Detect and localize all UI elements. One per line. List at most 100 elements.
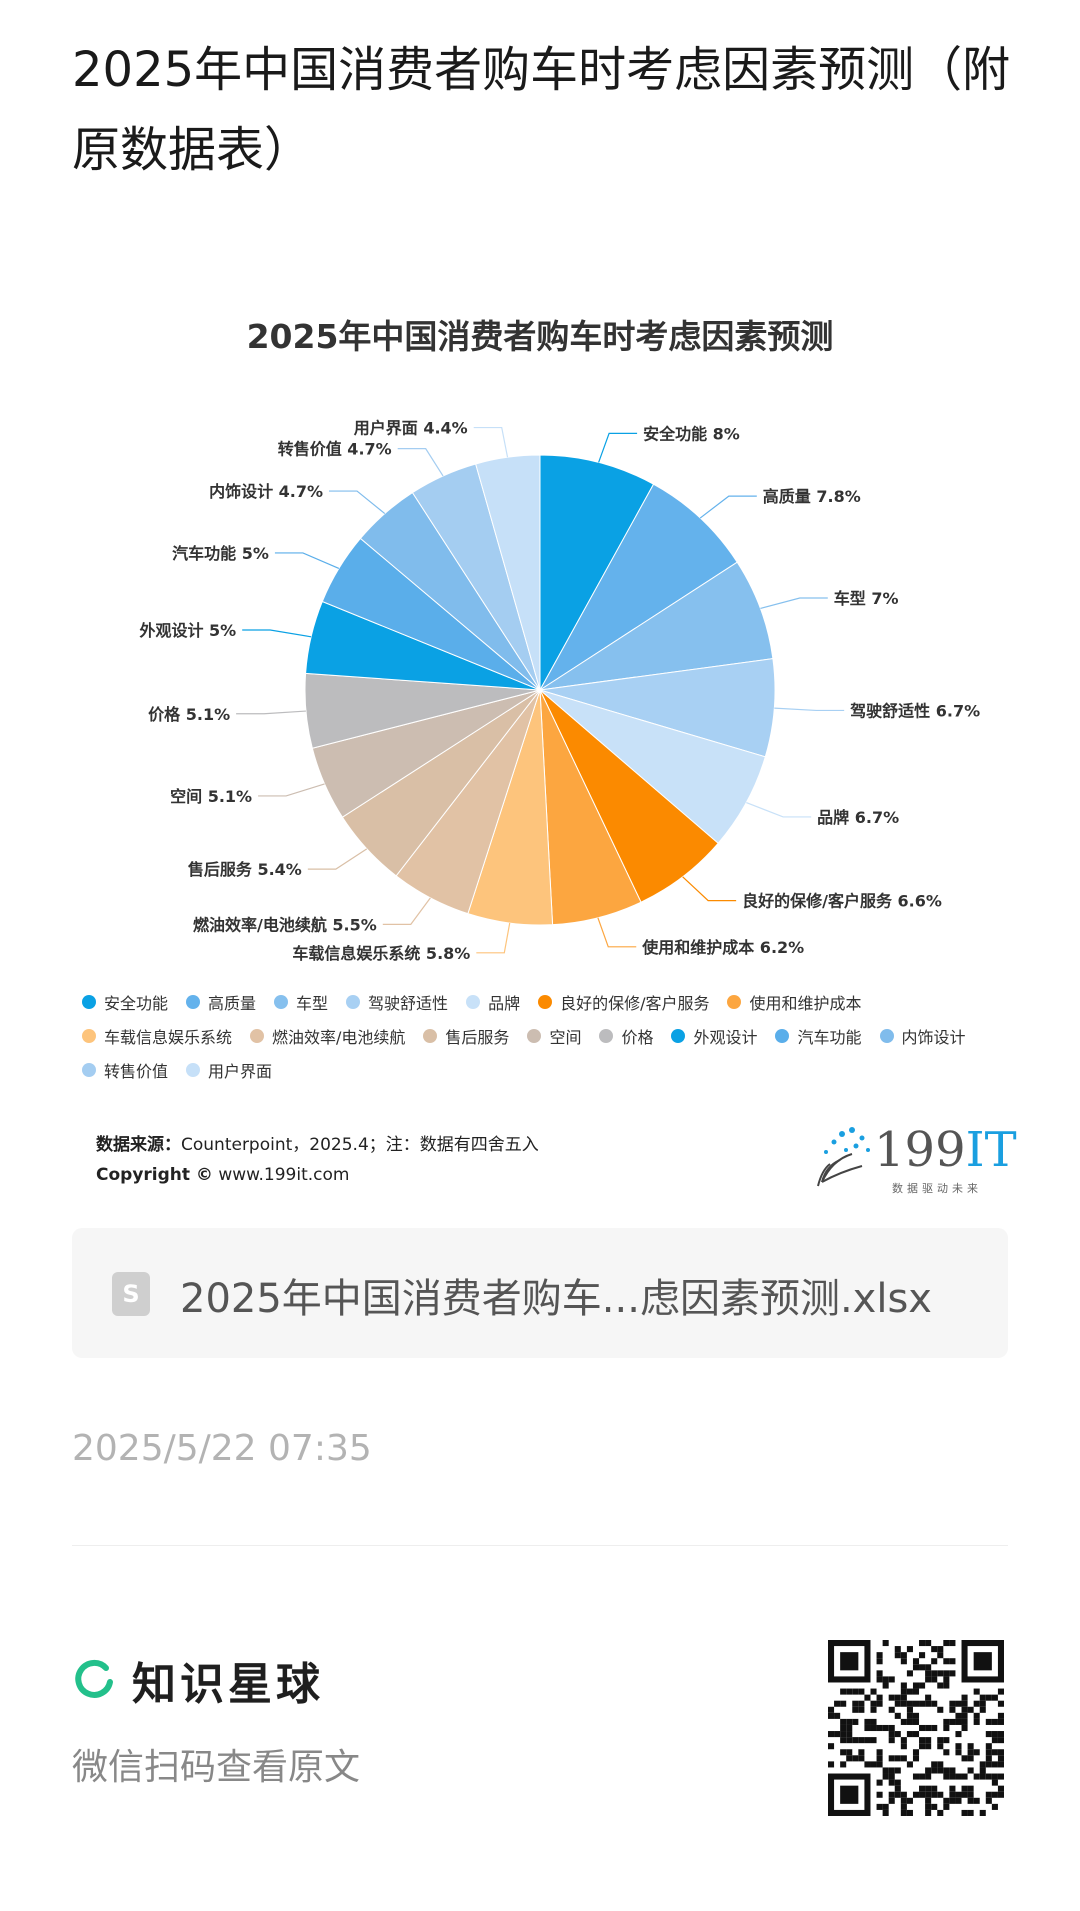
legend-item-8: 燃油效率/电池续航 xyxy=(250,1024,405,1048)
leader-line-16 xyxy=(473,426,509,458)
legend-label: 内饰设计 xyxy=(901,1028,966,1047)
legend-item-3: 驾驶舒适性 xyxy=(346,990,448,1014)
legend-label: 空间 xyxy=(549,1028,582,1047)
slice-label-13: 汽车功能 5% xyxy=(172,544,269,563)
copyright-text: www.199it.com xyxy=(218,1165,350,1185)
slice-label-10: 空间 5.1% xyxy=(170,787,252,806)
legend-label: 驾驶舒适性 xyxy=(368,994,449,1013)
legend-item-7: 车载信息娱乐系统 xyxy=(82,1024,232,1048)
leader-line-10 xyxy=(258,783,325,797)
legend-swatch xyxy=(274,995,289,1009)
source-text: Counterpoint，2025.4；注：数据有四舍五入 xyxy=(181,1135,539,1155)
leader-line-7 xyxy=(476,922,511,954)
legend-item-16: 用户界面 xyxy=(186,1058,272,1082)
legend-swatch xyxy=(775,1029,790,1043)
scan-hint: 微信扫码查看原文 xyxy=(72,1747,361,1788)
qr-code[interactable] xyxy=(828,1640,1004,1816)
legend-swatch xyxy=(186,1063,201,1077)
planet-logo-icon xyxy=(75,1659,113,1698)
legend-swatch xyxy=(82,1029,96,1043)
leader-line-2 xyxy=(760,597,828,610)
legend-item-14: 内饰设计 xyxy=(879,1024,966,1048)
legend-item-13: 汽车功能 xyxy=(775,1024,862,1048)
leader-line-9 xyxy=(307,848,368,870)
legend-swatch xyxy=(82,995,96,1009)
leader-line-0 xyxy=(598,432,638,463)
leader-line-13 xyxy=(274,552,340,570)
legend-label: 转售价值 xyxy=(104,1062,169,1081)
chart-image: 2025年中国消费者购车时考虑因素预测 安全功能 8% 高质量 7.8% 车型 7%… xyxy=(72,270,1017,1210)
slice-label-14: 内饰设计 4.7% xyxy=(209,482,323,501)
legend-item-1: 高质量 xyxy=(186,990,256,1014)
dandelion-icon xyxy=(817,1127,870,1187)
slice-label-5: 良好的保修/客户服务 6.6% xyxy=(742,892,942,911)
legend-swatch xyxy=(538,995,553,1009)
slice-label-11: 价格 5.1% xyxy=(148,705,230,724)
knowledge-planet-brand: 知识星球 xyxy=(72,1648,324,1712)
legend-label: 良好的保修/客户服务 xyxy=(560,994,710,1013)
slice-label-15: 转售价值 4.7% xyxy=(278,440,392,459)
slice-label-12: 外观设计 5% xyxy=(138,621,236,640)
chart-title: 2025年中国消费者购车时考虑因素预测 xyxy=(246,317,834,356)
legend-label: 品牌 xyxy=(488,994,521,1013)
legend-label: 燃油效率/电池续航 xyxy=(272,1028,406,1047)
source-label: 数据来源： xyxy=(96,1135,181,1155)
brand-tagline: 数据驱动未来 xyxy=(892,1182,982,1195)
leader-line-4 xyxy=(746,801,812,818)
legend-item-10: 空间 xyxy=(527,1024,581,1048)
brand-logo: 199IT 数据驱动未来 xyxy=(812,1120,1017,1200)
legend-label: 车载信息娱乐系统 xyxy=(104,1028,233,1047)
leader-line-5 xyxy=(682,876,737,902)
legend-label: 用户界面 xyxy=(208,1062,273,1081)
legend-swatch xyxy=(423,1029,438,1043)
leader-line-6 xyxy=(597,917,637,948)
chart-source: 数据来源：Counterpoint，2025.4；注：数据有四舍五入 Copyr… xyxy=(96,1130,539,1190)
legend-item-15: 转售价值 xyxy=(82,1058,168,1082)
legend-label: 售后服务 xyxy=(445,1028,510,1047)
slice-label-1: 高质量 7.8% xyxy=(763,487,861,506)
legend-label: 高质量 xyxy=(208,994,257,1013)
legend-item-6: 使用和维护成本 xyxy=(727,990,862,1014)
planet-name: 知识星球 xyxy=(132,1659,324,1710)
slice-label-9: 售后服务 5.4% xyxy=(188,860,302,879)
attachment-file-card[interactable]: S 2025年中国消费者购车...虑因素预测.xlsx xyxy=(72,1228,1008,1358)
legend-swatch xyxy=(527,1029,542,1043)
file-name: 2025年中国消费者购车...虑因素预测.xlsx xyxy=(180,1276,932,1322)
slice-label-6: 使用和维护成本 6.2% xyxy=(641,938,804,957)
leader-line-3 xyxy=(774,707,845,712)
post-timestamp: 2025/5/22 07:35 xyxy=(72,1428,372,1469)
legend-label: 安全功能 xyxy=(104,994,169,1013)
legend-item-2: 车型 xyxy=(274,990,328,1014)
divider xyxy=(72,1545,1008,1546)
slice-label-8: 燃油效率/电池续航 5.5% xyxy=(193,915,377,934)
legend-swatch xyxy=(727,995,742,1009)
legend-swatch xyxy=(879,1029,894,1043)
leader-line-11 xyxy=(236,710,306,715)
slice-label-0: 安全功能 8% xyxy=(643,424,740,443)
legend-swatch xyxy=(599,1029,614,1043)
legend-swatch xyxy=(250,1029,265,1043)
leader-line-12 xyxy=(242,629,312,638)
slice-label-3: 驾驶舒适性 6.7% xyxy=(849,701,980,720)
slice-label-4: 品牌 6.7% xyxy=(817,808,899,827)
chart-legend: 安全功能 高质量 车型 驾驶舒适性 品牌 良好的保修/客户服务 使用和维护成本车载信息娱乐系… xyxy=(82,990,1012,1082)
pie-slice-0 xyxy=(539,454,655,691)
legend-item-9: 售后服务 xyxy=(423,1024,509,1048)
pie-slice-2 xyxy=(539,561,774,691)
legend-item-12: 外观设计 xyxy=(671,1024,757,1048)
legend-swatch xyxy=(82,1063,96,1077)
slice-label-16: 用户界面 4.4% xyxy=(354,419,468,438)
spreadsheet-file-icon: S xyxy=(112,1272,150,1316)
copyright-label: Copyright © xyxy=(96,1165,213,1185)
legend-swatch xyxy=(186,995,201,1009)
slice-label-7: 车载信息娱乐系统 5.8% xyxy=(292,944,470,963)
legend-item-0: 安全功能 xyxy=(82,990,168,1014)
page-title: 2025年中国消费者购车时考虑因素预测（附原数据表） xyxy=(72,42,1011,178)
leader-line-15 xyxy=(397,448,444,477)
leader-line-1 xyxy=(699,495,757,519)
legend-label: 价格 xyxy=(621,1028,654,1047)
brand-name: 199IT xyxy=(874,1122,1017,1178)
legend-swatch xyxy=(466,995,481,1009)
leader-line-8 xyxy=(382,897,431,926)
legend-label: 车型 xyxy=(296,994,329,1013)
